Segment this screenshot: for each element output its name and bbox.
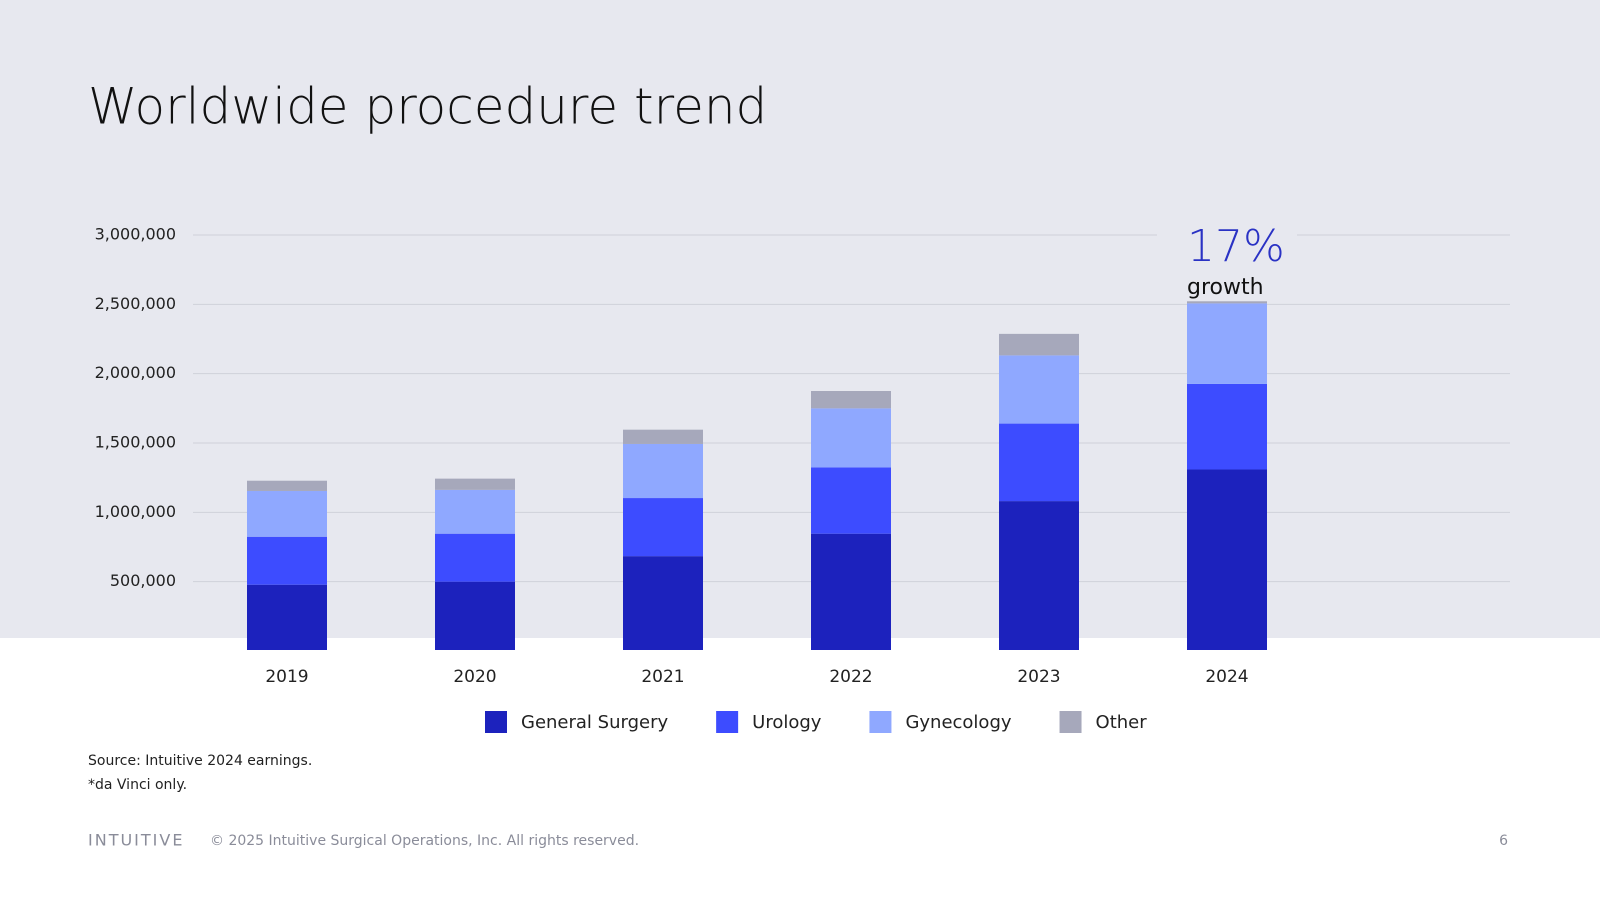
- legend-label: Other: [1096, 712, 1148, 733]
- footnote: *da Vinci only.: [88, 777, 187, 793]
- y-tick-label: 2,000,000: [95, 363, 176, 382]
- bar-segment: [435, 533, 515, 582]
- bar-segment: [435, 489, 515, 534]
- baseline-cover: [0, 650, 1600, 660]
- annotation-background: [1157, 215, 1297, 255]
- bar-segment: [623, 443, 703, 499]
- bar-segment: [1187, 301, 1267, 304]
- legend-swatch: [1059, 711, 1082, 733]
- bar-segment: [435, 581, 515, 651]
- source-note: Source: Intuitive 2024 earnings.: [88, 753, 312, 769]
- bar-segment: [435, 478, 515, 490]
- bar-segment: [247, 480, 327, 491]
- bar-segment: [811, 467, 891, 534]
- legend-swatch: [716, 711, 739, 733]
- y-tick-label: 1,000,000: [95, 502, 176, 521]
- bar-segment: [1187, 303, 1267, 384]
- copyright: © 2025 Intuitive Surgical Operations, In…: [210, 833, 639, 849]
- x-tick-label: 2021: [641, 667, 684, 687]
- slide-title: Worldwide procedure trend: [88, 78, 767, 136]
- growth-label: growth: [1187, 275, 1264, 300]
- page-number: 6: [1499, 833, 1508, 849]
- y-tick-label: 500,000: [110, 571, 176, 590]
- legend-swatch: [869, 711, 892, 733]
- bar-segment: [999, 501, 1079, 651]
- bar-segment: [999, 333, 1079, 356]
- x-tick-label: 2019: [265, 667, 308, 687]
- x-tick-label: 2020: [453, 667, 496, 687]
- bar-segment: [247, 490, 327, 537]
- legend-label: Urology: [752, 712, 822, 733]
- legend-swatch: [485, 711, 507, 733]
- x-tick-label: 2022: [829, 667, 872, 687]
- bar-segment: [1187, 383, 1267, 470]
- bar-segment: [1187, 469, 1267, 651]
- bar-segment: [811, 533, 891, 651]
- y-tick-label: 1,500,000: [95, 433, 176, 452]
- bar-segment: [811, 408, 891, 468]
- growth-value: 17%: [1187, 221, 1285, 272]
- x-tick-label: 2023: [1017, 667, 1060, 687]
- bar-segment: [247, 584, 327, 651]
- legend-label: Gynecology: [905, 712, 1011, 733]
- bar-segment: [623, 429, 703, 444]
- x-tick-label: 2024: [1205, 667, 1248, 687]
- bar-segment: [623, 498, 703, 557]
- bar-segment: [999, 355, 1079, 424]
- bar-segment: [811, 391, 891, 409]
- y-tick-label: 2,500,000: [95, 294, 176, 313]
- bar-segment: [623, 556, 703, 651]
- y-tick-label: 3,000,000: [95, 225, 176, 244]
- bar-segment: [999, 423, 1079, 502]
- footer-background: [0, 638, 1600, 900]
- bar-segment: [247, 536, 327, 585]
- legend-label: General Surgery: [521, 712, 668, 733]
- logo: INTUITIVE: [88, 831, 184, 850]
